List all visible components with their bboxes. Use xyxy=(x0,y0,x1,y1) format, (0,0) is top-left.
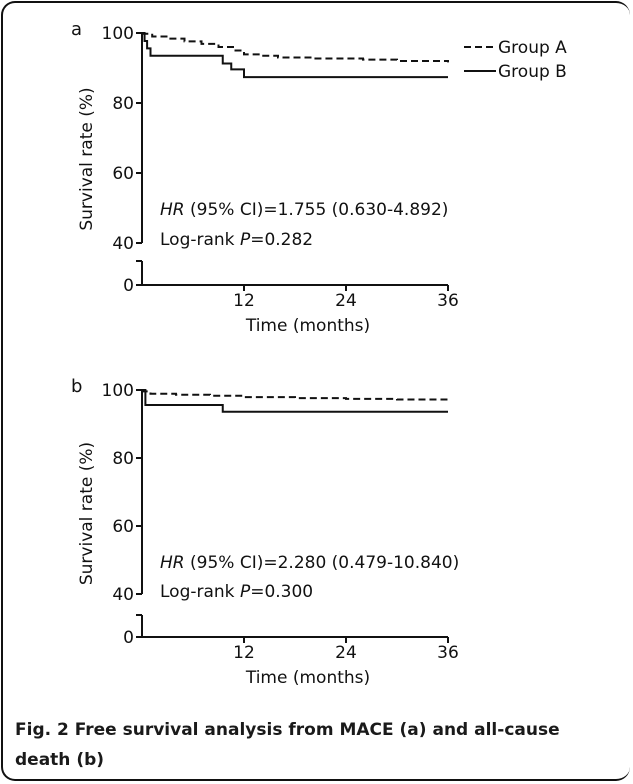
y-tick-label: 80 xyxy=(112,94,134,114)
y-tick-label: 40 xyxy=(112,234,134,254)
y-tick-label: 100 xyxy=(102,24,134,44)
legend-label: Group A xyxy=(498,38,567,58)
y-tick-label: 80 xyxy=(112,449,134,469)
chart-panel-b: b 0 40 60 80 100 12 24 36 Time (months) Survival r… xyxy=(71,376,459,688)
chart-panel-a: a 0 40 60 80 100 12 24 36 Time (months) Survival r… xyxy=(71,19,567,336)
caption-line-2: death (b) xyxy=(15,750,105,770)
y-tick-label: 0 xyxy=(123,276,134,296)
x-tick-label: 36 xyxy=(437,291,459,311)
stat-annotation: Log-rank P=0.282 xyxy=(160,230,313,250)
survival-figure: a 0 40 60 80 100 12 24 36 Time (months) Survival r… xyxy=(71,19,567,688)
y-tick-label: 60 xyxy=(112,517,134,537)
figure-caption: Fig. 2 Free survival analysis from MACE … xyxy=(15,715,625,775)
x-tick-label: 36 xyxy=(437,643,459,663)
y-tick-label: 0 xyxy=(123,628,134,648)
x-axis-title: Time (months) xyxy=(245,316,370,336)
panel-label: b xyxy=(71,376,82,397)
stat-annotation: HR (95% CI)=1.755 (0.630-4.892) xyxy=(160,200,448,220)
series-line-group-b xyxy=(142,389,448,413)
x-tick-label: 24 xyxy=(335,643,357,663)
series-line-group-b xyxy=(142,32,448,79)
series-line-group-a xyxy=(141,390,449,401)
y-axis-title: Survival rate (%) xyxy=(77,442,97,585)
legend-label: Group B xyxy=(498,62,567,82)
stat-annotation: HR (95% CI)=2.280 (0.479-10.840) xyxy=(160,553,459,573)
series-line-group-a xyxy=(141,32,449,63)
y-axis-title: Survival rate (%) xyxy=(77,87,97,230)
y-tick-label: 60 xyxy=(112,164,134,184)
y-tick-label: 100 xyxy=(102,381,134,401)
caption-line-1: Fig. 2 Free survival analysis from MACE … xyxy=(15,720,560,740)
y-tick-label: 40 xyxy=(112,585,134,605)
stat-annotation: Log-rank P=0.300 xyxy=(160,582,313,602)
x-axis-title: Time (months) xyxy=(245,668,370,688)
x-tick-label: 12 xyxy=(233,291,255,311)
x-tick-label: 24 xyxy=(335,291,357,311)
x-tick-label: 12 xyxy=(233,643,255,663)
panel-label: a xyxy=(71,19,82,40)
